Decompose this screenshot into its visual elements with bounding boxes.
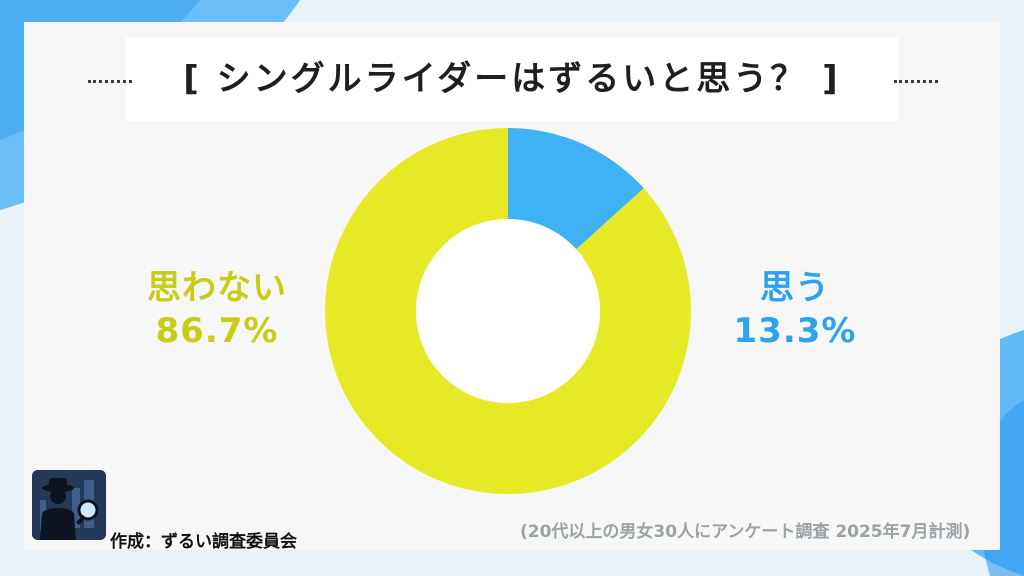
title-dots-left: [88, 80, 132, 83]
label-yes-name: 思う: [760, 268, 830, 308]
detective-magnifier-icon: [32, 470, 106, 540]
label-yes-value: 13.3%: [733, 311, 857, 351]
label-no-value: 86.7%: [155, 311, 279, 351]
credit-text: 作成：ずるい調査委員会: [110, 532, 297, 552]
label-yes: 思う 13.3%: [720, 268, 870, 354]
title-box: [126, 37, 898, 121]
donut-hole: [416, 219, 600, 403]
survey-note: (20代以上の男女30人にアンケート調査 2025年7月計測): [520, 522, 971, 542]
label-no: 思わない 86.7%: [142, 268, 292, 354]
pie-slice-1: [325, 128, 692, 495]
pie-slice-0: [508, 128, 644, 250]
title-dots-right: [894, 80, 938, 83]
chart-title: [ シングルライダーはずるいと思う？ ]: [183, 59, 841, 99]
label-no-name: 思わない: [147, 268, 287, 308]
